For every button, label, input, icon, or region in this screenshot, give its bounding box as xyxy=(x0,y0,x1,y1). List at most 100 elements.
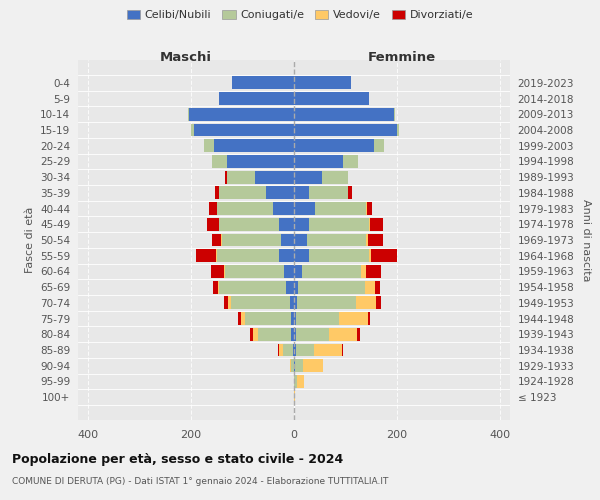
Bar xyxy=(294,218,310,230)
Bar xyxy=(278,250,294,262)
Bar xyxy=(302,265,361,278)
Y-axis label: Anni di nascita: Anni di nascita xyxy=(581,198,591,281)
Bar xyxy=(211,265,224,278)
Bar xyxy=(278,218,294,230)
Bar xyxy=(209,202,217,215)
Bar xyxy=(322,170,348,183)
Bar xyxy=(342,344,343,356)
Bar xyxy=(295,360,303,372)
Bar xyxy=(294,92,368,105)
Bar xyxy=(294,202,314,215)
Bar xyxy=(366,202,367,215)
Bar xyxy=(188,108,294,120)
Bar xyxy=(238,312,241,325)
Bar xyxy=(292,360,294,372)
Bar xyxy=(294,76,350,90)
Bar xyxy=(397,124,400,136)
Bar xyxy=(212,234,221,246)
Bar xyxy=(191,124,194,136)
Bar xyxy=(294,344,296,356)
Bar xyxy=(215,186,220,200)
Bar xyxy=(294,108,394,120)
Bar xyxy=(220,92,294,105)
Bar xyxy=(314,202,366,215)
Bar xyxy=(368,250,371,262)
Bar xyxy=(374,139,384,152)
Text: Femmine: Femmine xyxy=(368,51,436,64)
Bar xyxy=(329,328,357,341)
Bar xyxy=(294,375,296,388)
Bar xyxy=(218,280,220,293)
Text: COMUNE DI DERUTA (PG) - Dati ISTAT 1° gennaio 2024 - Elaborazione TUTTITALIA.IT: COMUNE DI DERUTA (PG) - Dati ISTAT 1° ge… xyxy=(12,478,388,486)
Bar xyxy=(241,312,245,325)
Bar xyxy=(294,296,296,310)
Bar xyxy=(281,234,294,246)
Bar xyxy=(296,344,314,356)
Bar xyxy=(256,170,294,183)
Bar xyxy=(310,218,368,230)
Bar xyxy=(212,155,227,168)
Bar xyxy=(348,186,352,200)
Text: Maschi: Maschi xyxy=(160,51,212,64)
Bar xyxy=(224,296,228,310)
Bar xyxy=(294,390,295,404)
Bar xyxy=(310,250,368,262)
Bar xyxy=(376,296,382,310)
Bar xyxy=(206,218,220,230)
Bar xyxy=(361,265,366,278)
Bar xyxy=(343,155,358,168)
Bar xyxy=(294,328,296,341)
Bar xyxy=(222,234,281,246)
Bar xyxy=(294,280,298,293)
Bar xyxy=(375,280,380,293)
Y-axis label: Fasce di età: Fasce di età xyxy=(25,207,35,273)
Bar xyxy=(296,296,356,310)
Bar xyxy=(224,170,227,183)
Bar xyxy=(278,344,283,356)
Bar xyxy=(294,139,374,152)
Bar xyxy=(296,328,329,341)
Bar xyxy=(368,218,370,230)
Bar xyxy=(284,265,294,278)
Bar xyxy=(227,170,256,183)
Bar xyxy=(296,375,304,388)
Bar xyxy=(366,234,368,246)
Bar xyxy=(292,312,294,325)
Bar xyxy=(365,280,375,293)
Bar xyxy=(220,280,286,293)
Bar xyxy=(370,218,383,230)
Bar xyxy=(294,155,343,168)
Bar xyxy=(314,344,342,356)
Bar xyxy=(266,186,294,200)
Bar xyxy=(253,328,258,341)
Bar xyxy=(227,155,294,168)
Bar xyxy=(294,170,322,183)
Bar xyxy=(290,296,294,310)
Bar xyxy=(194,124,294,136)
Bar xyxy=(296,312,339,325)
Bar xyxy=(294,186,310,200)
Bar xyxy=(294,312,296,325)
Bar xyxy=(367,202,372,215)
Bar xyxy=(214,139,294,152)
Bar xyxy=(294,265,302,278)
Bar xyxy=(204,139,214,152)
Bar xyxy=(294,360,295,372)
Bar xyxy=(196,250,217,262)
Bar xyxy=(356,296,376,310)
Bar xyxy=(294,234,307,246)
Bar xyxy=(298,280,365,293)
Bar xyxy=(217,202,274,215)
Bar xyxy=(224,265,284,278)
Text: Popolazione per età, sesso e stato civile - 2024: Popolazione per età, sesso e stato civil… xyxy=(12,452,343,466)
Bar xyxy=(245,312,292,325)
Bar xyxy=(339,312,368,325)
Bar xyxy=(286,280,294,293)
Bar xyxy=(274,202,294,215)
Bar xyxy=(368,234,383,246)
Bar xyxy=(357,328,360,341)
Bar xyxy=(371,250,397,262)
Bar xyxy=(290,360,292,372)
Bar xyxy=(258,328,292,341)
Bar xyxy=(232,76,294,90)
